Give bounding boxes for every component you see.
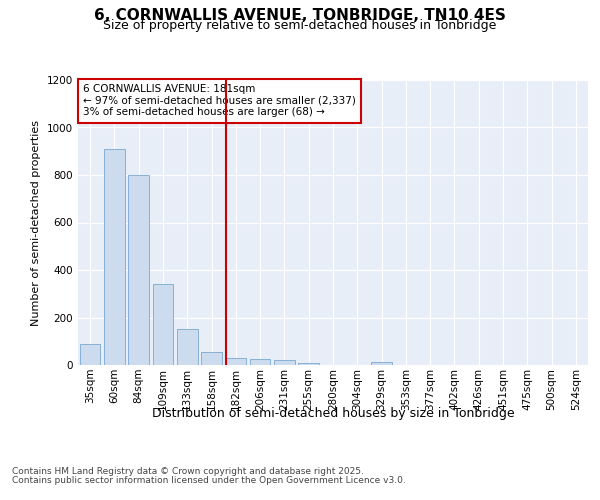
Bar	[201, 352, 222, 365]
Text: Contains HM Land Registry data © Crown copyright and database right 2025.: Contains HM Land Registry data © Crown c…	[12, 467, 364, 476]
Bar	[371, 362, 392, 365]
Text: 6 CORNWALLIS AVENUE: 181sqm
← 97% of semi-detached houses are smaller (2,337)
3%: 6 CORNWALLIS AVENUE: 181sqm ← 97% of sem…	[83, 84, 356, 117]
Bar	[177, 330, 197, 365]
Bar	[80, 344, 100, 365]
Y-axis label: Number of semi-detached properties: Number of semi-detached properties	[31, 120, 41, 326]
Bar	[104, 149, 125, 365]
Text: Size of property relative to semi-detached houses in Tonbridge: Size of property relative to semi-detach…	[103, 19, 497, 32]
Bar	[298, 362, 319, 365]
Bar	[274, 360, 295, 365]
Bar	[250, 360, 271, 365]
Text: Contains public sector information licensed under the Open Government Licence v3: Contains public sector information licen…	[12, 476, 406, 485]
Bar	[128, 175, 149, 365]
Text: 6, CORNWALLIS AVENUE, TONBRIDGE, TN10 4ES: 6, CORNWALLIS AVENUE, TONBRIDGE, TN10 4E…	[94, 8, 506, 22]
Bar	[226, 358, 246, 365]
Text: Distribution of semi-detached houses by size in Tonbridge: Distribution of semi-detached houses by …	[152, 408, 514, 420]
Bar	[152, 284, 173, 365]
